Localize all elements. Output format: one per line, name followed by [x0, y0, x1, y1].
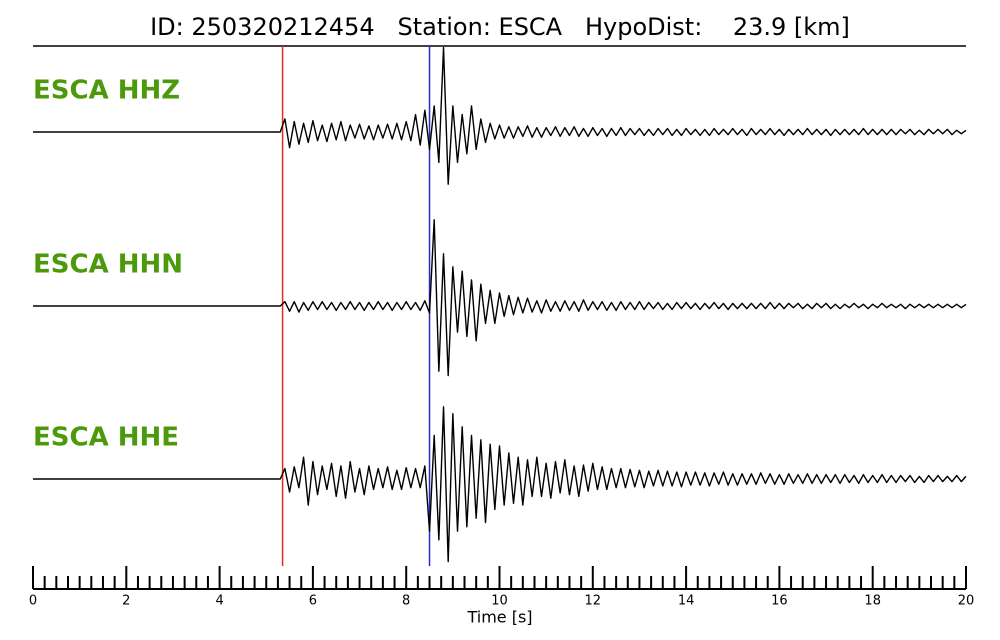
x-tick-label: 16: [771, 594, 788, 609]
trace: [33, 46, 967, 185]
x-tick-label: 20: [958, 594, 975, 609]
x-tick-label: 12: [585, 594, 602, 609]
trace-label: ESCA HHE: [33, 423, 179, 453]
trace-label: ESCA HHN: [33, 250, 183, 280]
x-tick-label: 18: [864, 594, 881, 609]
chart-title: ID: 250320212454 Station: ESCA HypoDist:…: [150, 13, 850, 41]
x-tick-label: 10: [491, 594, 508, 609]
trace-label: ESCA HHZ: [33, 76, 180, 106]
x-tick-label: 2: [122, 594, 130, 609]
trace: [33, 406, 967, 563]
x-axis-label: Time [s]: [466, 608, 532, 627]
x-tick-label: 4: [215, 594, 223, 609]
x-tick-label: 14: [678, 594, 695, 609]
x-tick-label: 8: [402, 594, 410, 609]
trace: [33, 219, 967, 377]
x-tick-label: 6: [309, 594, 317, 609]
x-tick-label: 0: [29, 594, 37, 609]
